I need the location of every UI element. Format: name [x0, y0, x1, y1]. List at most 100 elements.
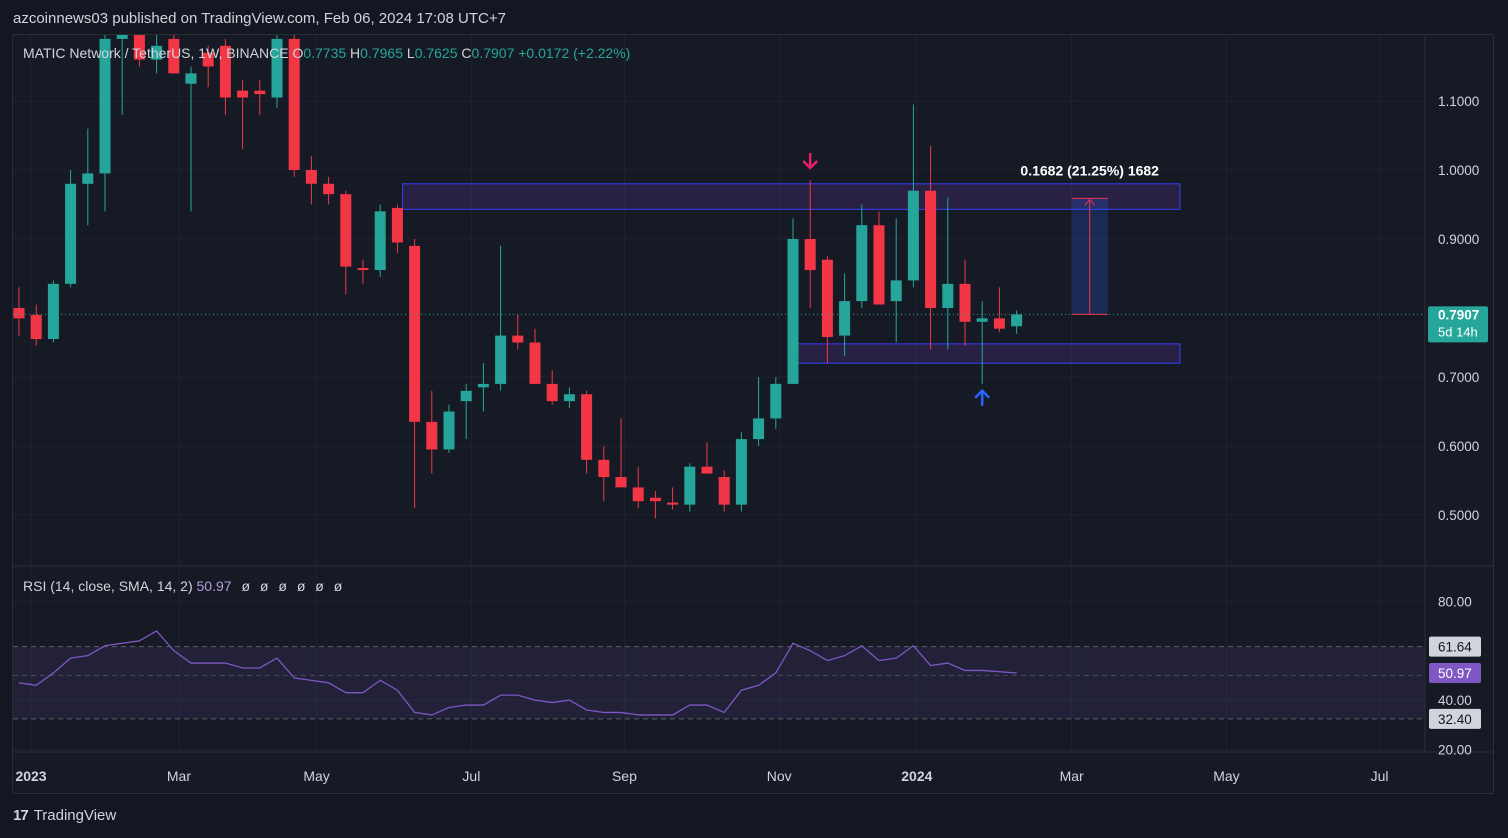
candle-body — [563, 394, 575, 402]
candle-body — [735, 439, 747, 505]
publisher-line: azcoinnews03 published on TradingView.co… — [13, 10, 506, 27]
tradingview-brand[interactable]: 17 TradingView — [13, 807, 116, 824]
candle-body — [477, 383, 489, 388]
candle-body — [959, 283, 971, 322]
candle-body — [667, 502, 679, 505]
candle-body — [151, 45, 163, 60]
candle-body — [426, 421, 438, 450]
current-price-badge — [1428, 306, 1488, 343]
time-tick-label: Jul — [462, 768, 480, 784]
candle-body — [529, 342, 541, 384]
price-zone — [402, 183, 1181, 210]
arrows — [802, 153, 991, 406]
rsi-last-badge — [1429, 663, 1481, 684]
up-arrow-icon — [974, 388, 991, 399]
candle-body — [409, 245, 421, 422]
candle-body — [202, 52, 214, 67]
candle-body — [357, 267, 369, 271]
candle-body — [168, 38, 180, 74]
candle-body — [598, 459, 610, 478]
candle-body — [116, 35, 128, 39]
change-value: +0.0172 (+2.22%) — [518, 45, 631, 61]
candle-body — [976, 318, 988, 322]
candle-body — [65, 183, 77, 284]
candle-body — [391, 207, 403, 243]
candle-body — [1011, 314, 1023, 327]
candle-body — [787, 239, 799, 384]
candle-body — [47, 283, 59, 340]
rsi-placeholder: ø — [296, 578, 306, 594]
price-tick-label: 0.5000 — [1438, 508, 1479, 523]
time-tick-label: Jul — [1371, 768, 1389, 784]
close-label: C — [461, 45, 472, 61]
rsi-band-badge — [1429, 636, 1481, 657]
rsi-band-badge — [1429, 708, 1481, 729]
rsi-tick-label: 20.00 — [1438, 743, 1472, 758]
measure-tool: 0.1682 (21.25%) 1682 — [1020, 162, 1159, 315]
candle-body — [890, 280, 902, 302]
rsi-pane — [13, 630, 1425, 720]
close-value: 0.7907 — [471, 45, 515, 61]
candle-body — [701, 466, 713, 474]
candle-body — [219, 45, 231, 98]
candle-body — [821, 259, 833, 337]
rsi-band — [13, 646, 1425, 719]
candle-body — [649, 497, 661, 502]
tradingview-logo-icon: 17 — [13, 807, 29, 824]
time-tick-label: Mar — [1060, 768, 1084, 784]
rsi-placeholder: ø — [333, 578, 343, 594]
current-price-label: 0.7907 — [1438, 307, 1479, 322]
rsi-series-line — [18, 630, 1017, 716]
candle-body — [770, 383, 782, 419]
candle-body — [925, 190, 937, 308]
zones — [402, 183, 1181, 364]
candle-body — [30, 314, 42, 340]
rsi-placeholder: ø — [315, 578, 324, 594]
rsi-legend: RSI (14, close, SMA, 14, 2) 50.97 ø ø ø … — [23, 578, 342, 594]
price-tick-label: 0.7000 — [1438, 370, 1479, 385]
symbol-label[interactable]: MATIC Network / TetherUS, 1W, BINANCE — [23, 45, 289, 61]
candle-body — [460, 390, 472, 402]
open-value: 0.7735 — [303, 45, 347, 61]
low-value: 0.7625 — [414, 45, 458, 61]
rsi-tick-label: 40.00 — [1438, 693, 1472, 708]
candle-body — [99, 38, 111, 174]
candle-body — [581, 394, 593, 460]
open-label: O — [292, 45, 304, 61]
candle-body — [753, 418, 765, 440]
rsi-label[interactable]: RSI (14, close, SMA, 14, 2) — [23, 578, 193, 594]
candle-body — [512, 335, 524, 343]
candle-body — [185, 73, 197, 84]
candle-body — [546, 383, 558, 402]
price-tick-label: 0.9000 — [1438, 232, 1479, 247]
candle-body — [615, 477, 627, 488]
candle-body — [632, 487, 644, 502]
candle-body — [856, 225, 868, 302]
countdown-label: 5d 14h — [1438, 324, 1478, 339]
down-arrow-icon — [802, 160, 819, 170]
brand-name: TradingView — [33, 807, 117, 824]
candle-body — [907, 190, 919, 281]
candle-body — [13, 308, 25, 319]
rsi-placeholder: ø — [241, 578, 251, 594]
price-zone — [789, 343, 1181, 364]
candle-body — [374, 211, 386, 271]
candle-body — [340, 194, 352, 267]
time-tick-label: May — [1213, 768, 1239, 784]
time-tick-label: Sep — [612, 768, 637, 784]
rsi-last-value: 50.97 — [1438, 666, 1472, 681]
high-value: 0.7965 — [360, 45, 403, 61]
rsi-placeholder: ø — [259, 578, 269, 594]
rsi-tick-label: 80.00 — [1438, 594, 1472, 609]
grid — [13, 35, 1425, 752]
time-tick-label: 2024 — [901, 768, 932, 784]
price-legend: MATIC Network / TetherUS, 1W, BINANCE O0… — [23, 45, 630, 61]
time-tick-label: May — [303, 768, 329, 784]
price-tick-label: 0.6000 — [1438, 439, 1479, 454]
time-tick-label: 2023 — [15, 768, 46, 784]
candle-body — [254, 90, 266, 95]
measure-arrow-head — [1084, 198, 1096, 206]
chart-frame[interactable] — [12, 34, 1494, 794]
rsi-placeholder: ø — [278, 578, 287, 594]
